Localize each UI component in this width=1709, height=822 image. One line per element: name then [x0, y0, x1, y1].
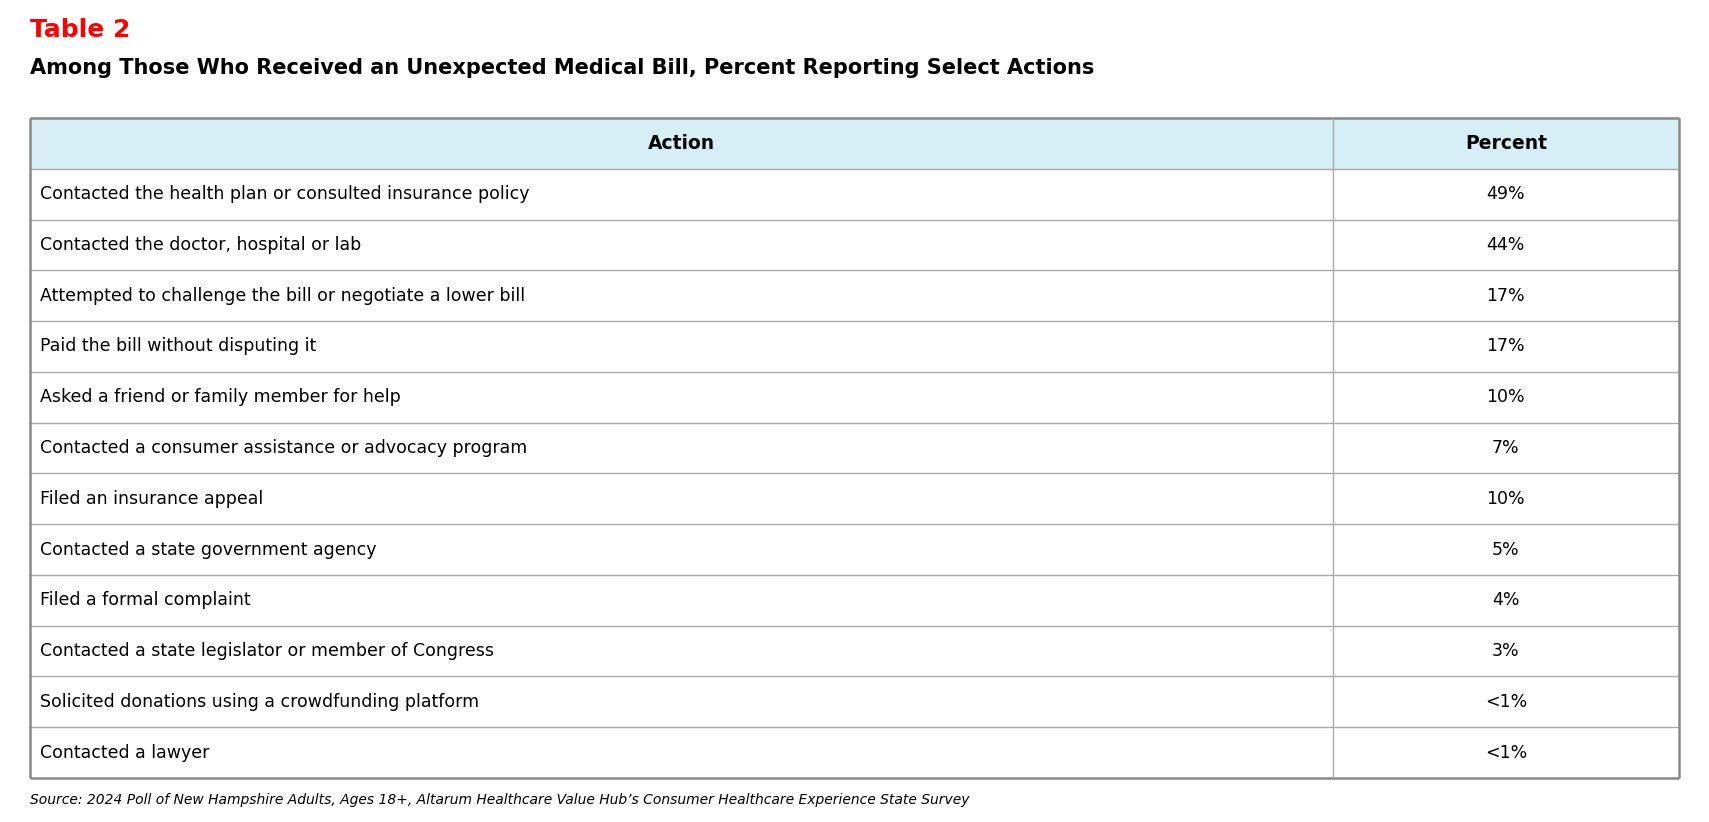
- Text: Filed a formal complaint: Filed a formal complaint: [39, 591, 251, 609]
- Text: Contacted the health plan or consulted insurance policy: Contacted the health plan or consulted i…: [39, 185, 530, 203]
- Text: Percent: Percent: [1465, 134, 1547, 153]
- Text: 5%: 5%: [1492, 541, 1519, 558]
- Text: Contacted a lawyer: Contacted a lawyer: [39, 744, 210, 762]
- Text: 10%: 10%: [1487, 388, 1524, 406]
- Text: 10%: 10%: [1487, 490, 1524, 508]
- Text: Source: 2024 Poll of New Hampshire Adults, Ages 18+, Altarum Healthcare Value Hu: Source: 2024 Poll of New Hampshire Adult…: [31, 793, 969, 807]
- Text: <1%: <1%: [1485, 693, 1526, 711]
- Bar: [31, 118, 1678, 169]
- Text: 17%: 17%: [1487, 338, 1524, 355]
- Text: Attempted to challenge the bill or negotiate a lower bill: Attempted to challenge the bill or negot…: [39, 287, 525, 305]
- Text: Contacted the doctor, hospital or lab: Contacted the doctor, hospital or lab: [39, 236, 361, 254]
- Text: Among Those Who Received an Unexpected Medical Bill, Percent Reporting Select Ac: Among Those Who Received an Unexpected M…: [31, 58, 1094, 78]
- Text: 4%: 4%: [1492, 591, 1519, 609]
- Text: Solicited donations using a crowdfunding platform: Solicited donations using a crowdfunding…: [39, 693, 479, 711]
- Text: Table 2: Table 2: [31, 18, 130, 42]
- Text: 44%: 44%: [1487, 236, 1524, 254]
- Text: 49%: 49%: [1487, 185, 1524, 203]
- Text: 17%: 17%: [1487, 287, 1524, 305]
- Text: Filed an insurance appeal: Filed an insurance appeal: [39, 490, 263, 508]
- Text: Asked a friend or family member for help: Asked a friend or family member for help: [39, 388, 400, 406]
- Text: 3%: 3%: [1492, 642, 1519, 660]
- Text: Action: Action: [648, 134, 714, 153]
- Text: Contacted a state legislator or member of Congress: Contacted a state legislator or member o…: [39, 642, 494, 660]
- Text: <1%: <1%: [1485, 744, 1526, 762]
- Text: Contacted a state government agency: Contacted a state government agency: [39, 541, 376, 558]
- Text: Contacted a consumer assistance or advocacy program: Contacted a consumer assistance or advoc…: [39, 439, 528, 457]
- Text: 7%: 7%: [1492, 439, 1519, 457]
- Text: Paid the bill without disputing it: Paid the bill without disputing it: [39, 338, 316, 355]
